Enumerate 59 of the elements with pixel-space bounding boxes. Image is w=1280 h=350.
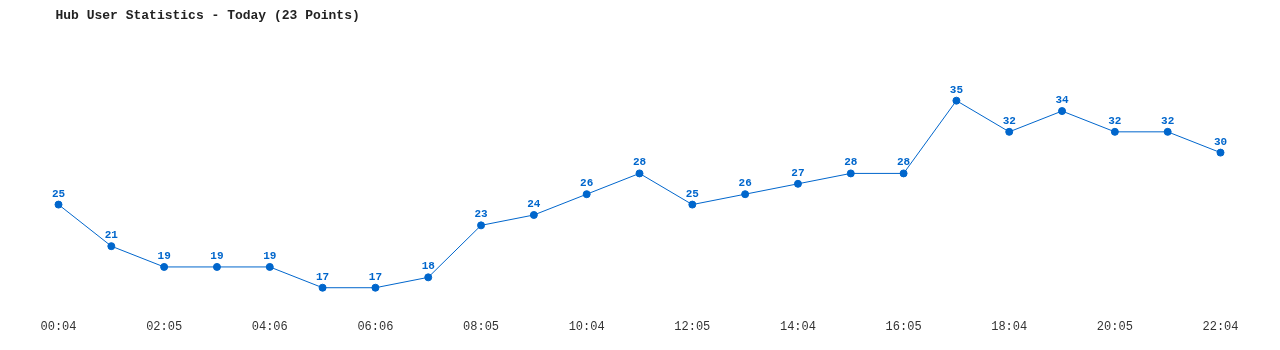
x-tick-label: 12:05: [674, 319, 711, 334]
data-label: 17: [315, 270, 330, 283]
point: [793, 179, 802, 188]
x-tick-label: 18:04: [991, 319, 1028, 334]
data-label: 26: [580, 177, 594, 190]
data-label: 25: [685, 187, 700, 200]
x-tick-label: 00:04: [40, 319, 77, 334]
x-tick-label: 04:06: [251, 319, 288, 334]
x-tick-label: 22:04: [1202, 319, 1239, 334]
point: [107, 242, 116, 251]
data-label: 17: [368, 270, 383, 283]
point: [477, 221, 486, 230]
point: [1110, 127, 1119, 136]
chart-title: Hub User Statistics - Today (23 Points): [55, 7, 360, 23]
data-label: 28: [896, 156, 911, 169]
point: [265, 262, 274, 271]
x-tick-label: 08:05: [463, 319, 500, 334]
point: [160, 262, 169, 271]
point: [1216, 148, 1225, 157]
point: [1163, 127, 1172, 136]
point: [952, 96, 961, 105]
point: [1005, 127, 1014, 136]
data-label: 25: [51, 187, 66, 200]
point: [212, 262, 221, 271]
x-tick-label: 14:04: [779, 319, 816, 334]
x-tick-label: 16:05: [885, 319, 922, 334]
point: [54, 200, 63, 209]
x-tick-label: 20:05: [1096, 319, 1133, 334]
point: [899, 169, 908, 178]
data-label: 19: [210, 249, 224, 262]
data-label: 28: [844, 156, 858, 169]
data-label: 35: [949, 83, 964, 96]
point: [318, 283, 327, 292]
data-label: 32: [1108, 114, 1122, 127]
x-tick-label: 02:05: [146, 319, 183, 334]
point: [529, 210, 538, 219]
point: [741, 190, 750, 199]
data-label: 26: [738, 177, 752, 190]
data-label: 19: [263, 249, 277, 262]
data-label: 19: [157, 249, 171, 262]
data-label: 24: [527, 197, 541, 210]
point: [424, 273, 433, 282]
point: [582, 190, 591, 199]
data-label: 23: [474, 208, 489, 221]
point: [688, 200, 697, 209]
point: [635, 169, 644, 178]
point: [1058, 107, 1067, 116]
x-tick-label: 10:04: [568, 319, 605, 334]
data-label: 18: [421, 260, 436, 273]
point: [846, 169, 855, 178]
x-tick-label: 06:06: [357, 319, 394, 334]
data-label: 28: [632, 156, 647, 169]
point: [371, 283, 380, 292]
data-label: 27: [791, 166, 805, 179]
data-label: 21: [104, 229, 119, 242]
data-label: 30: [1213, 135, 1228, 148]
data-label: 32: [1161, 114, 1175, 127]
data-label: 32: [1002, 114, 1016, 127]
data-label: 34: [1055, 94, 1070, 107]
